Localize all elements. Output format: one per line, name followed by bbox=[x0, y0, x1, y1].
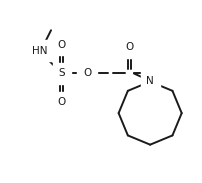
Text: O: O bbox=[125, 42, 133, 52]
Text: S: S bbox=[58, 68, 65, 79]
Text: O: O bbox=[57, 97, 66, 107]
Text: N: N bbox=[146, 76, 153, 86]
Text: O: O bbox=[83, 68, 91, 79]
Text: O: O bbox=[57, 40, 66, 50]
Text: HN: HN bbox=[32, 46, 47, 56]
